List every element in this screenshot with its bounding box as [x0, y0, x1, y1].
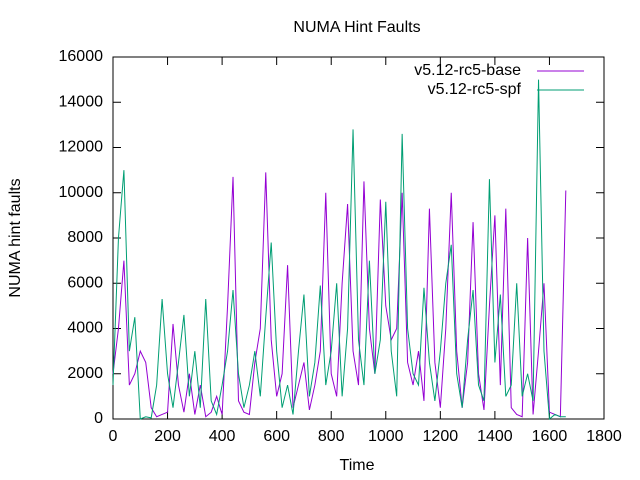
legend-label: v5.12-rc5-base [414, 62, 521, 79]
y-tick-label: 0 [94, 410, 103, 427]
x-tick-label: 1800 [586, 428, 622, 445]
x-tick-label: 1600 [532, 428, 568, 445]
x-tick-label: 1400 [477, 428, 513, 445]
y-tick-label: 4000 [67, 320, 103, 337]
x-tick-label: 0 [109, 428, 118, 445]
x-axis-label: Time [340, 457, 375, 474]
y-tick-label: 6000 [67, 274, 103, 291]
y-tick-label: 16000 [59, 48, 104, 65]
y-tick-label: 14000 [59, 93, 104, 110]
y-tick-label: 8000 [67, 229, 103, 246]
series-line [112, 79, 566, 420]
x-tick-label: 1000 [368, 428, 404, 445]
x-tick-label: 1200 [423, 428, 459, 445]
chart-title: NUMA Hint Faults [293, 19, 420, 36]
x-tick-label: 200 [154, 428, 181, 445]
x-tick-label: 600 [263, 428, 290, 445]
x-tick-label: 400 [209, 428, 236, 445]
y-tick-label: 10000 [59, 184, 104, 201]
legend-label: v5.12-rc5-spf [428, 81, 522, 98]
x-tick-label: 800 [318, 428, 345, 445]
y-tick-label: 2000 [67, 365, 103, 382]
y-tick-label: 12000 [59, 139, 104, 156]
y-axis-label: NUMA hint faults [7, 178, 24, 297]
